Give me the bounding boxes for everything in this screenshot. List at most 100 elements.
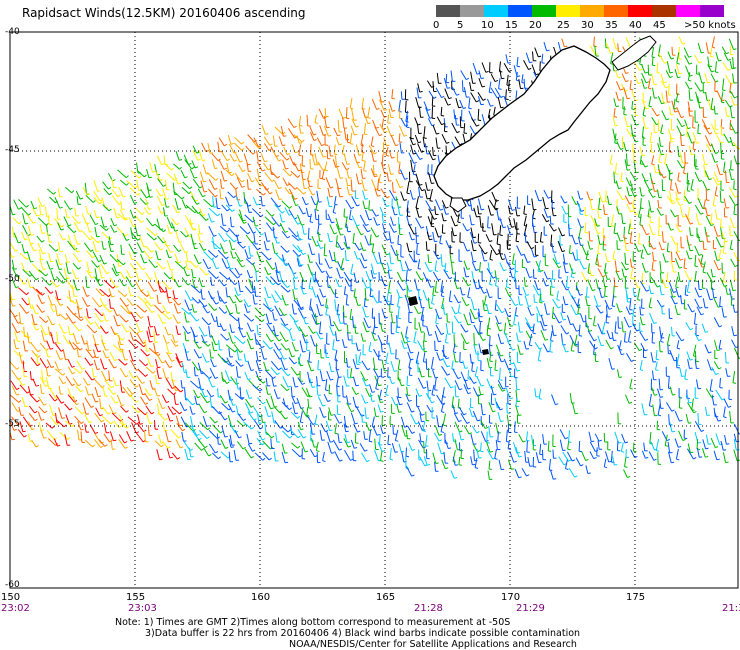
wind-barb	[233, 344, 241, 353]
wind-barb	[481, 114, 486, 127]
wind-barb	[409, 136, 414, 145]
wind-barb-feather	[149, 196, 153, 198]
wind-barb	[321, 170, 325, 179]
wind-barb	[614, 260, 618, 272]
wind-barb	[74, 207, 77, 216]
wind-barb	[292, 376, 296, 388]
wind-barb	[140, 189, 147, 199]
wind-barb-feather	[287, 235, 291, 239]
wind-barb-feather	[642, 114, 647, 117]
wind-barb	[571, 295, 578, 307]
wind-barb-feather	[171, 359, 175, 362]
wind-barb-feather	[123, 284, 127, 287]
wind-barb-feather	[685, 294, 689, 296]
wind-barb	[561, 38, 565, 47]
wind-barb	[364, 235, 370, 246]
wind-barb-feather	[130, 295, 134, 297]
wind-barb-feather	[256, 203, 260, 206]
wind-barb	[83, 242, 92, 252]
wind-barb-feather	[103, 226, 108, 228]
wind-barb-feather	[732, 289, 736, 292]
wind-barb	[513, 362, 518, 372]
wind-barb	[477, 92, 484, 101]
wind-barb	[593, 36, 595, 47]
wind-barb-feather	[300, 264, 304, 266]
wind-barb	[273, 349, 280, 360]
wind-barb-feather	[30, 234, 34, 236]
wind-barb	[171, 270, 174, 280]
wind-barb	[470, 251, 474, 262]
wind-barb-feather	[339, 195, 343, 198]
wind-barb-feather	[687, 291, 691, 293]
wind-barb-feather	[35, 384, 40, 387]
wind-barb-feather	[49, 282, 53, 286]
wind-barb	[19, 252, 28, 260]
wind-barb	[110, 325, 116, 335]
wind-barb	[359, 259, 365, 269]
wind-barb-feather	[376, 235, 380, 238]
wind-barb	[488, 81, 492, 93]
wind-barb	[211, 406, 220, 415]
wind-barb	[251, 242, 258, 251]
wind-barb-feather	[717, 180, 722, 183]
wind-barb	[703, 199, 706, 209]
wind-barb-feather	[384, 272, 389, 274]
wind-barb	[108, 404, 114, 414]
wind-barb-feather	[465, 77, 470, 81]
wind-barb	[670, 295, 676, 305]
wind-barb	[440, 285, 444, 297]
wind-barb	[171, 379, 177, 391]
wind-barb	[373, 217, 378, 226]
wind-barb-feather	[172, 412, 177, 415]
wind-barb	[309, 126, 314, 136]
wind-barb-feather	[594, 347, 598, 350]
wind-barb	[264, 216, 274, 226]
wind-barb	[234, 251, 241, 262]
wind-barb	[100, 358, 105, 370]
wind-barb-feather	[689, 358, 693, 361]
wind-barb	[228, 227, 237, 238]
wind-barb	[427, 164, 429, 175]
wind-barb	[161, 394, 167, 403]
wind-barb-feather	[193, 228, 197, 231]
wind-barb	[364, 115, 369, 124]
wind-barb	[289, 155, 295, 166]
wind-barb	[318, 108, 325, 119]
wind-barb	[713, 225, 719, 237]
wind-barb-feather	[177, 211, 181, 214]
wind-barb-feather	[535, 73, 539, 76]
wind-barb-feather	[114, 358, 118, 362]
wind-barb-feather	[476, 124, 480, 127]
wind-barb	[410, 159, 413, 172]
wind-barb	[467, 287, 471, 298]
wind-barb-feather	[151, 310, 155, 314]
wind-barb	[314, 313, 318, 324]
wind-barb-feather	[149, 393, 153, 397]
wind-barb	[489, 249, 493, 260]
wind-barb-feather	[403, 347, 408, 349]
wind-barb-feather	[202, 159, 206, 162]
wind-barb	[551, 325, 555, 336]
wind-barb-feather	[675, 286, 679, 289]
wind-barb	[113, 331, 123, 341]
wind-barb	[577, 304, 580, 314]
wind-barb-feather	[250, 347, 255, 350]
wind-barb	[657, 169, 665, 179]
wind-barb-feather	[502, 226, 507, 229]
wind-barb	[226, 357, 232, 367]
wind-barb	[279, 222, 286, 233]
wind-barb	[621, 268, 625, 278]
wind-barb-feather	[250, 338, 254, 341]
wind-barb	[218, 137, 225, 147]
wind-barb	[387, 164, 392, 175]
wind-barb-feather	[678, 72, 683, 75]
wind-barb	[65, 313, 74, 324]
wind-barb-feather	[18, 399, 22, 403]
wind-barb	[468, 97, 471, 109]
wind-barb	[317, 231, 321, 242]
wind-barb	[435, 308, 440, 319]
wind-barb-feather	[161, 212, 165, 214]
wind-barb-feather	[68, 224, 72, 227]
wind-barb	[537, 260, 541, 272]
wind-barb	[710, 143, 716, 154]
